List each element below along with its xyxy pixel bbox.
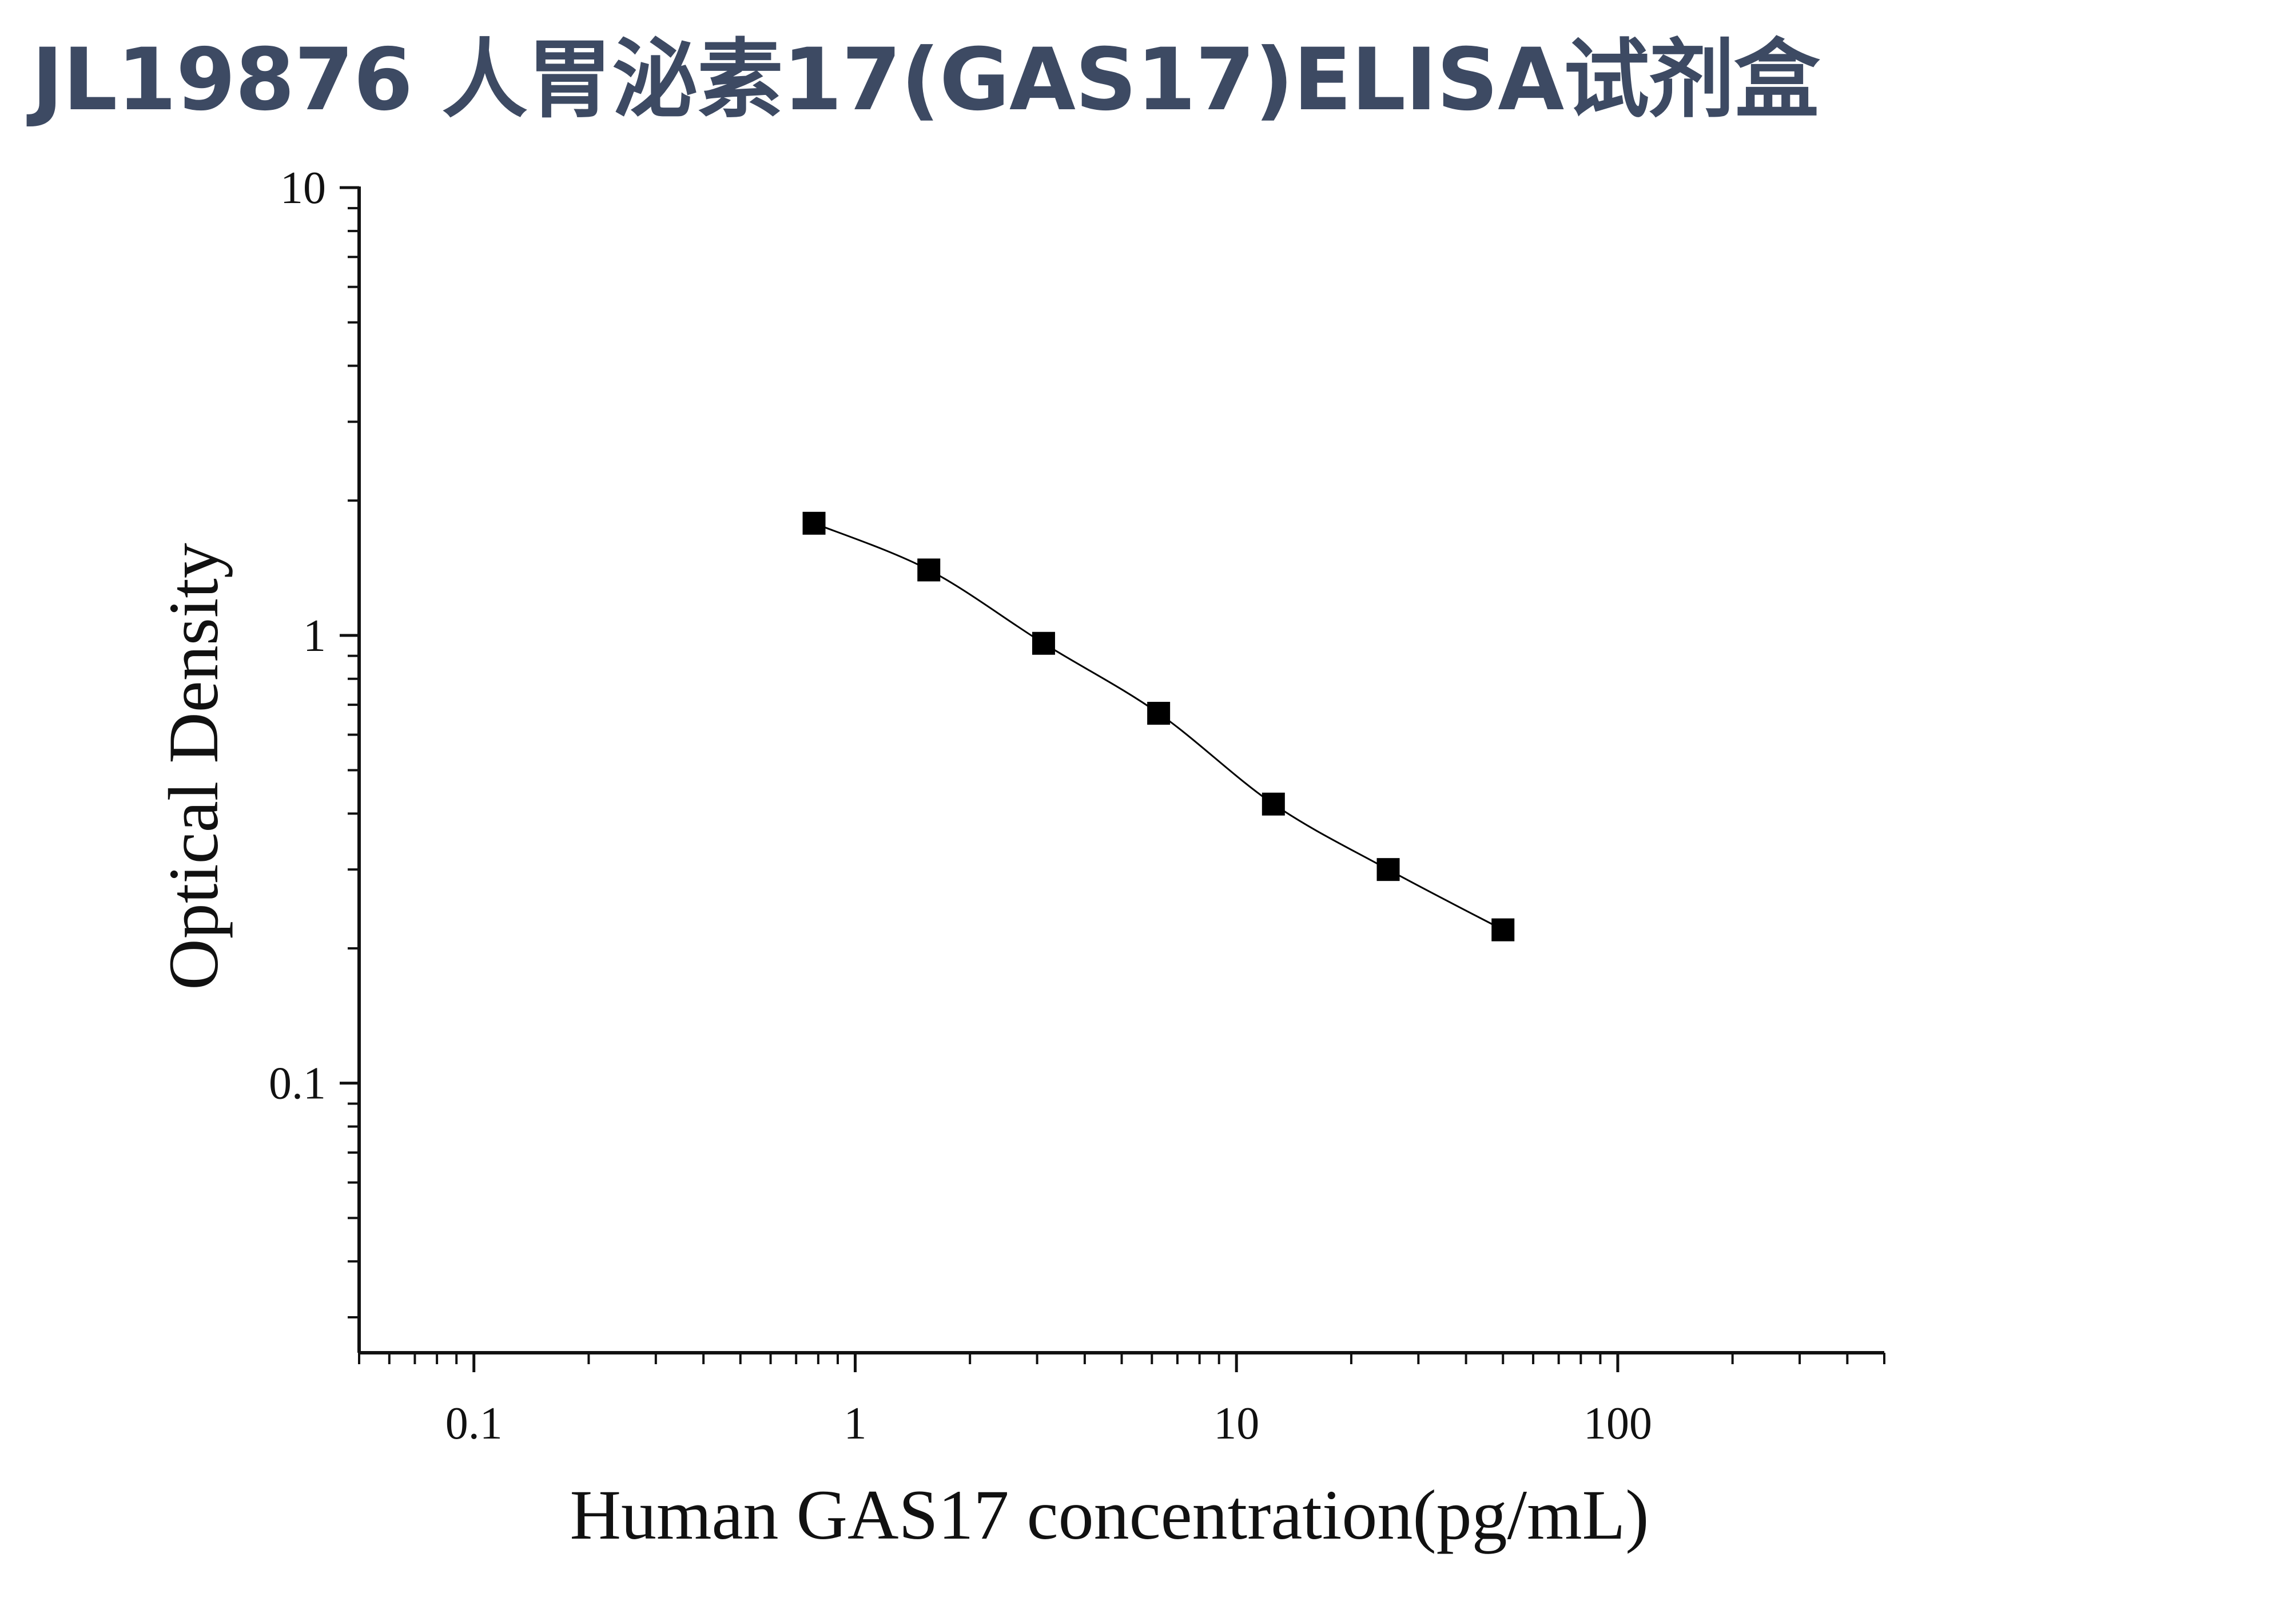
data-point	[1376, 858, 1400, 881]
minor-ticks	[348, 206, 1885, 1364]
x-axis-title: Human GAS17 concentration(pg/mL)	[570, 1476, 1649, 1554]
y-tick-label: 10	[280, 163, 326, 213]
y-tick-label: 1	[303, 611, 326, 661]
y-axis-title: Optical Density	[154, 543, 233, 990]
axes	[357, 186, 1884, 1354]
fit-curve	[813, 522, 1503, 931]
tick-labels: 0.1 1 10 100 0.1 1 10	[269, 163, 1652, 1449]
page-title: JL19876 人胃泌素17(GAS17)ELISA试剂盒	[31, 30, 1820, 130]
data-point	[1147, 701, 1171, 725]
major-ticks	[340, 186, 1619, 1372]
data-point	[1491, 918, 1515, 941]
x-tick-label: 1	[843, 1399, 866, 1449]
data-point	[917, 558, 941, 582]
data-point	[1262, 792, 1285, 816]
x-tick-label: 100	[1583, 1399, 1652, 1449]
x-tick-label: 0.1	[445, 1399, 503, 1449]
data-point	[802, 511, 826, 535]
data-point	[1032, 631, 1055, 655]
data-markers	[802, 511, 1515, 941]
x-tick-label: 10	[1213, 1399, 1259, 1449]
y-tick-label: 0.1	[269, 1059, 326, 1109]
